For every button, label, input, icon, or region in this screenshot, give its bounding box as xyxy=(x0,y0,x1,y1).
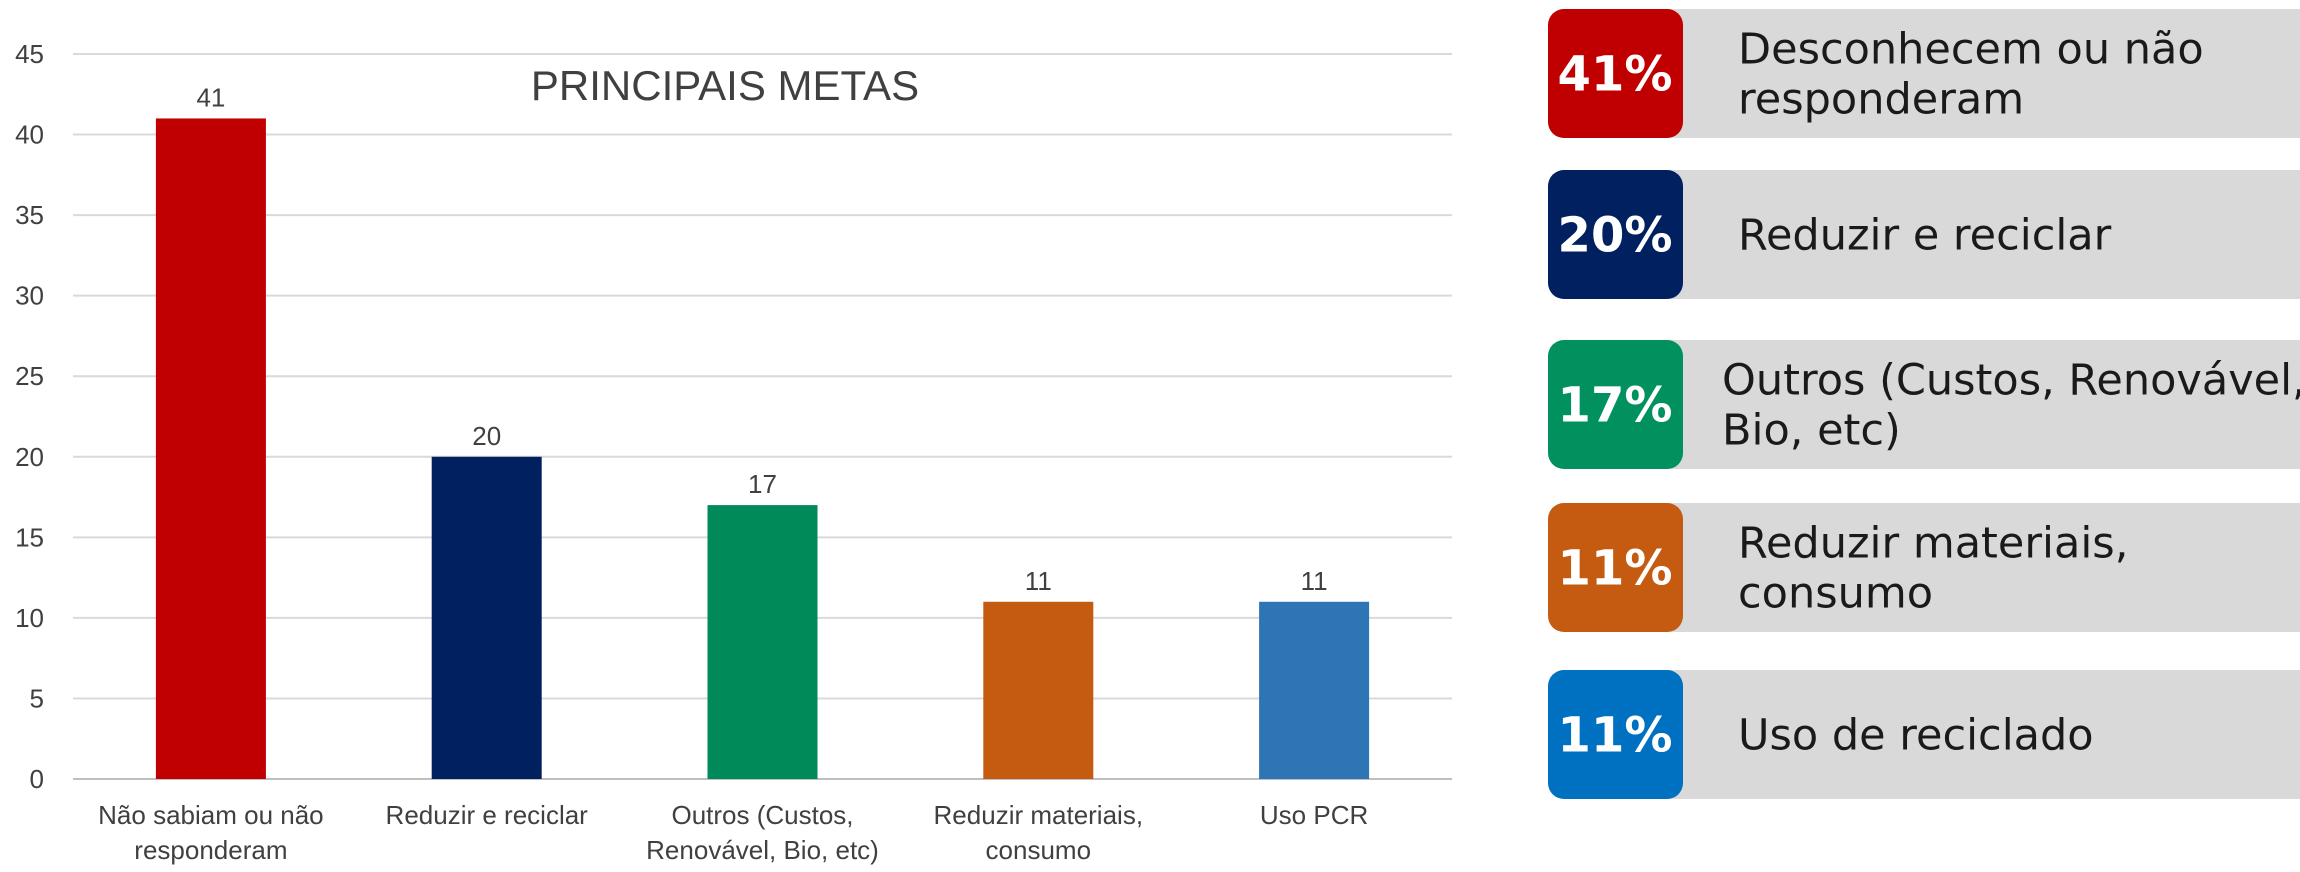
y-tick-label: 10 xyxy=(15,603,44,633)
x-tick-label: Uso PCR xyxy=(1260,800,1368,830)
card-percent: 11% xyxy=(1558,708,1673,764)
y-tick-label: 0 xyxy=(30,764,44,794)
chart-title: PRINCIPAIS METAS xyxy=(531,62,919,109)
card-label: Uso de reciclado xyxy=(1738,711,2094,761)
card-percent: 11% xyxy=(1558,541,1673,597)
card-label: Desconhecem ou não responderam xyxy=(1738,25,2204,125)
y-tick-label: 5 xyxy=(30,683,44,713)
y-tick-label: 45 xyxy=(15,39,44,69)
card-badge xyxy=(1548,503,1683,632)
card-background xyxy=(1620,503,2300,632)
y-tick-label: 25 xyxy=(15,361,44,391)
y-tick-label: 20 xyxy=(15,442,44,472)
card-percent: 17% xyxy=(1558,378,1673,434)
card-background xyxy=(1620,9,2300,138)
y-tick-label: 35 xyxy=(15,200,44,230)
x-tick-label: Outros (Custos, Renovável, Bio, etc) xyxy=(646,800,879,865)
value-label: 41 xyxy=(196,82,225,112)
bar xyxy=(983,601,1094,779)
value-label: 11 xyxy=(1301,566,1328,596)
y-tick-label: 40 xyxy=(15,120,44,150)
x-tick-label: Reduzir e reciclar xyxy=(386,800,589,830)
card-badge xyxy=(1548,170,1683,299)
x-tick-label: Não sabiam ou não responderam xyxy=(98,800,323,865)
card-label: Outros (Custos, Renovável, Bio, etc) xyxy=(1722,356,2300,456)
bar xyxy=(707,505,818,779)
card-label: Reduzir e reciclar xyxy=(1738,211,2112,261)
card-percent: 41% xyxy=(1558,47,1673,103)
card-badge xyxy=(1548,9,1683,138)
card-background xyxy=(1620,170,2300,299)
y-tick-label: 15 xyxy=(15,522,44,552)
bar xyxy=(431,456,542,779)
bar xyxy=(155,118,266,779)
card-badge xyxy=(1548,670,1683,799)
value-label: 20 xyxy=(472,421,501,451)
card-background xyxy=(1620,670,2300,799)
y-tick-label: 30 xyxy=(15,281,44,311)
value-label: 17 xyxy=(748,469,777,499)
card-badge xyxy=(1548,340,1683,469)
card-background xyxy=(1620,340,2300,469)
card-percent: 20% xyxy=(1558,208,1673,264)
value-label: 11 xyxy=(1025,566,1052,596)
bar xyxy=(1259,601,1370,779)
x-tick-label: Reduzir materiais, consumo xyxy=(934,800,1144,865)
card-label: Reduzir materiais, consumo xyxy=(1738,519,2128,619)
